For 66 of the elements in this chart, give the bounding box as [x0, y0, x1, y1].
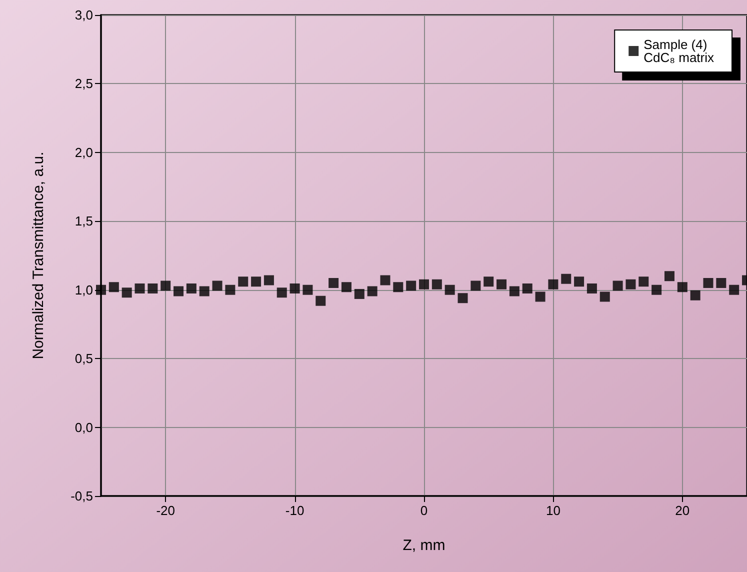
point: [677, 282, 688, 292]
point: [134, 283, 145, 294]
point: [626, 279, 636, 290]
point: [574, 276, 584, 287]
point: [716, 278, 726, 288]
x-tick-label: -10: [285, 503, 304, 518]
point: [522, 283, 532, 294]
point: [432, 279, 442, 290]
x-axis-title: Z, mm: [402, 537, 446, 554]
point: [561, 274, 572, 284]
y-tick-label: 1,0: [74, 282, 93, 298]
point: [148, 283, 158, 294]
x-tick-label: 0: [420, 503, 428, 518]
point: [393, 282, 404, 292]
point: [380, 275, 390, 286]
point: [703, 278, 714, 288]
point: [122, 288, 132, 298]
point: [238, 276, 248, 287]
point: [652, 284, 662, 295]
point: [316, 296, 326, 306]
point: [444, 284, 455, 295]
y-tick-label: 3,0: [74, 8, 93, 22]
point: [458, 293, 468, 304]
point: [341, 282, 352, 292]
point: [496, 279, 507, 290]
point: [690, 290, 700, 300]
y-axis-title: Normalized Transmittance, a.u.: [30, 152, 47, 360]
y-tick-label: 0,0: [74, 420, 93, 435]
point: [367, 286, 378, 296]
point: [419, 279, 429, 290]
point: [96, 284, 106, 295]
point: [548, 279, 558, 290]
x-tick-label: 20: [675, 503, 690, 518]
point: [212, 280, 222, 291]
point: [600, 292, 610, 302]
point: [664, 271, 674, 282]
y-tick-label: 2,5: [74, 76, 93, 92]
point: [251, 276, 262, 287]
point: [160, 280, 171, 291]
point: [586, 283, 597, 294]
legend-label: Sample (4) CdC₈ matrix: [644, 37, 714, 65]
x-tick-label: 10: [546, 503, 560, 518]
point: [264, 275, 274, 286]
point: [186, 283, 196, 294]
point: [729, 284, 740, 295]
point: [484, 276, 494, 287]
point: [509, 286, 520, 296]
x-tick-label: -20: [156, 503, 175, 518]
y-tick-label: 1,5: [74, 214, 93, 229]
point: [354, 288, 364, 299]
point: [470, 280, 481, 291]
point: [612, 280, 623, 291]
point: [302, 284, 313, 295]
point: [174, 286, 184, 296]
y-tick-label: -0,5: [70, 488, 93, 504]
y-tick-label: 2,0: [74, 144, 93, 160]
y-tick-label: 0,5: [74, 351, 93, 366]
point: [638, 276, 649, 287]
point: [108, 282, 119, 292]
point: [328, 278, 339, 288]
point: [535, 292, 546, 302]
point: [290, 283, 300, 294]
point: [276, 288, 287, 298]
point: [225, 284, 236, 295]
point: [406, 280, 416, 291]
point: [199, 286, 210, 296]
